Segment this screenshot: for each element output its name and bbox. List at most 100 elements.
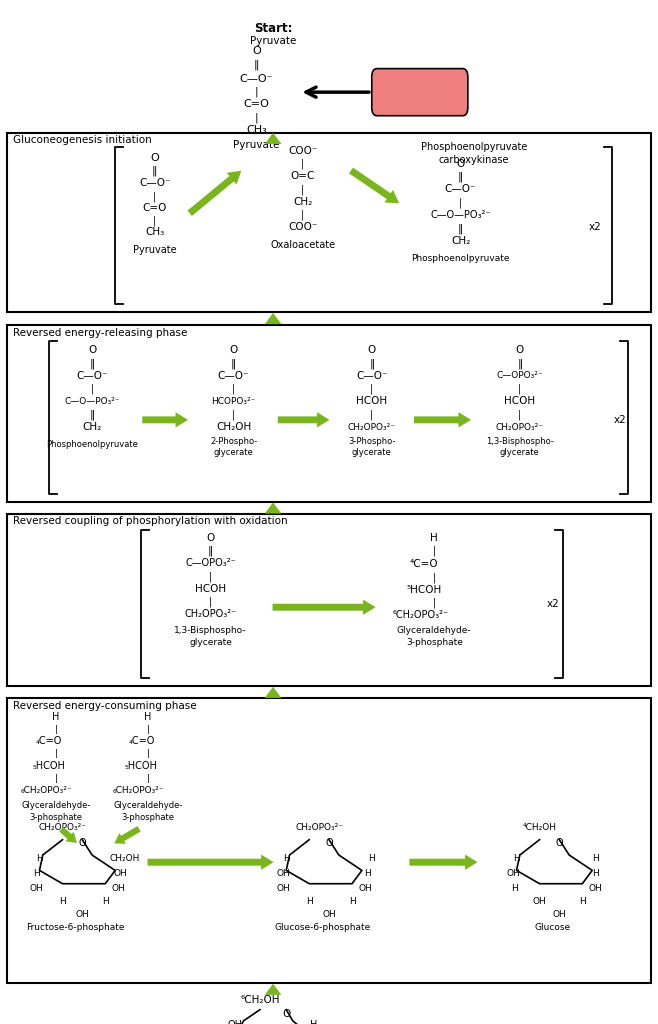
Text: COO⁻: COO⁻ <box>288 222 317 232</box>
Text: |: | <box>433 572 436 583</box>
Text: 3-phosphate: 3-phosphate <box>30 813 82 821</box>
Text: ‖: ‖ <box>208 546 213 556</box>
Text: H: H <box>368 854 375 862</box>
Text: H: H <box>36 854 43 862</box>
Text: Reversed energy-consuming phase: Reversed energy-consuming phase <box>13 700 197 711</box>
Text: C—O⁻: C—O⁻ <box>218 371 249 381</box>
Text: |: | <box>153 191 156 202</box>
Text: |: | <box>459 198 462 208</box>
Text: O: O <box>282 1009 290 1019</box>
Text: glycerate: glycerate <box>189 638 232 646</box>
Text: ‖: ‖ <box>517 358 522 369</box>
Text: H: H <box>52 712 60 722</box>
Text: OH: OH <box>507 869 520 878</box>
Text: HCOH: HCOH <box>195 584 226 594</box>
Text: H: H <box>59 897 66 905</box>
Text: COO⁻: COO⁻ <box>288 145 317 156</box>
Text: 3-Phospho-: 3-Phospho- <box>348 437 395 445</box>
Text: OH: OH <box>30 885 43 893</box>
Text: Glyceraldehyde-: Glyceraldehyde- <box>21 802 91 810</box>
Text: ₅HCOH: ₅HCOH <box>33 761 66 771</box>
Text: Phosphoenolpyruvate: Phosphoenolpyruvate <box>411 254 510 262</box>
Text: H: H <box>33 869 39 878</box>
Text: 2-Phospho-: 2-Phospho- <box>210 437 257 445</box>
Text: OH: OH <box>114 869 127 878</box>
Text: |: | <box>55 774 57 782</box>
Text: |: | <box>209 597 212 607</box>
Text: H: H <box>364 869 370 878</box>
Text: Oxaloacetate: Oxaloacetate <box>270 240 335 250</box>
Text: |: | <box>232 410 235 420</box>
Text: CH₂: CH₂ <box>451 236 470 246</box>
Text: 1,3-Bisphospho-: 1,3-Bisphospho- <box>486 437 554 445</box>
Text: |: | <box>55 725 57 733</box>
Text: O: O <box>88 345 96 355</box>
Bar <box>7 698 651 983</box>
Text: O: O <box>516 345 524 355</box>
Text: OH: OH <box>112 885 125 893</box>
Text: |: | <box>301 184 304 195</box>
Text: |: | <box>370 384 373 394</box>
Text: |: | <box>255 87 259 97</box>
Text: H: H <box>592 854 599 862</box>
Text: Reversed energy-releasing phase: Reversed energy-releasing phase <box>13 328 188 338</box>
Text: C—O—PO₃²⁻: C—O—PO₃²⁻ <box>430 210 491 220</box>
Text: C—OPO₃²⁻: C—OPO₃²⁻ <box>497 372 543 380</box>
Text: x2: x2 <box>613 415 626 425</box>
Text: O: O <box>368 345 376 355</box>
Text: O: O <box>230 345 238 355</box>
Text: Pyruvate: Pyruvate <box>234 140 280 151</box>
Text: C—O⁻: C—O⁻ <box>76 371 108 381</box>
Text: O: O <box>207 532 215 543</box>
Text: H: H <box>102 897 109 905</box>
Text: ‖: ‖ <box>89 358 95 369</box>
Text: OH: OH <box>276 885 290 893</box>
Text: |: | <box>433 546 436 556</box>
Text: Phosphoenolpyruvate: Phosphoenolpyruvate <box>420 142 527 153</box>
Text: O: O <box>457 159 465 169</box>
Bar <box>7 325 651 502</box>
Text: O: O <box>555 838 563 848</box>
Text: |: | <box>301 210 304 220</box>
Text: ‖: ‖ <box>254 59 259 70</box>
Text: C=O: C=O <box>243 99 270 110</box>
Text: ‖: ‖ <box>458 172 463 182</box>
Text: CH₂OPO₃²⁻: CH₂OPO₃²⁻ <box>496 423 544 431</box>
Bar <box>7 133 651 312</box>
Text: ‖: ‖ <box>152 166 157 176</box>
Text: x2: x2 <box>589 222 602 232</box>
Text: C—O⁻: C—O⁻ <box>240 74 273 84</box>
Text: |: | <box>91 384 93 394</box>
Text: H: H <box>310 1020 318 1024</box>
Text: ₄C=O: ₄C=O <box>36 736 63 746</box>
Text: C—O—PO₃²⁻: C—O—PO₃²⁻ <box>64 397 120 406</box>
Text: Fructose-6-phosphate: Fructose-6-phosphate <box>26 924 125 932</box>
Text: |: | <box>209 571 212 582</box>
FancyBboxPatch shape <box>372 69 468 116</box>
Text: |: | <box>153 216 156 226</box>
Text: x2: x2 <box>546 599 559 609</box>
Text: |: | <box>255 113 259 123</box>
Text: |: | <box>147 774 149 782</box>
Text: Lactic acid: Lactic acid <box>392 87 447 97</box>
Text: ₆CH₂OPO₃²⁻: ₆CH₂OPO₃²⁻ <box>113 786 164 795</box>
Text: ⁴C=O: ⁴C=O <box>410 559 439 569</box>
Text: glycerate: glycerate <box>214 449 253 457</box>
Text: Pyruvate: Pyruvate <box>250 36 296 46</box>
Text: |: | <box>301 159 304 169</box>
Text: |: | <box>147 725 149 733</box>
Text: Gluconeogenesis initiation: Gluconeogenesis initiation <box>13 135 152 145</box>
Text: ‖: ‖ <box>458 223 463 233</box>
Text: O: O <box>150 153 159 163</box>
Text: Start:: Start: <box>254 23 292 35</box>
Text: carboxykinase: carboxykinase <box>438 155 509 165</box>
Text: C—O⁻: C—O⁻ <box>139 178 170 188</box>
Text: CH₂OH: CH₂OH <box>110 854 140 862</box>
Text: ⁵HCOH: ⁵HCOH <box>407 585 442 595</box>
Text: OH: OH <box>322 910 336 919</box>
Text: ‖: ‖ <box>231 358 236 369</box>
Text: CH₂OPO₃²⁻: CH₂OPO₃²⁻ <box>184 609 237 620</box>
Text: OH: OH <box>276 869 290 878</box>
Text: Glyceraldehyde-: Glyceraldehyde- <box>113 802 183 810</box>
Text: OH: OH <box>76 910 89 919</box>
